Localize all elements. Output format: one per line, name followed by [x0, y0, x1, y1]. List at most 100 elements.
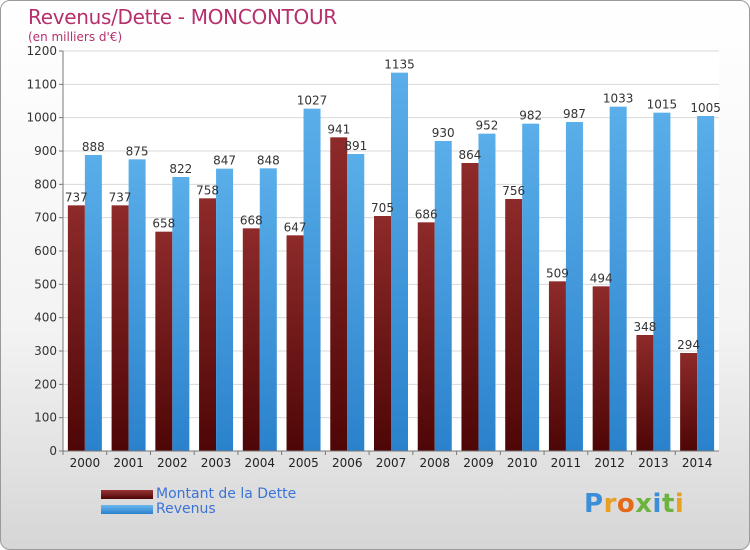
x-tick-label: 2002: [157, 456, 188, 470]
x-tick-label: 2009: [463, 456, 494, 470]
bar-revenus-2005: [303, 108, 321, 452]
y-tick-label: 800: [34, 177, 57, 191]
data-label: 756: [502, 184, 525, 198]
bar-dette-2008: [417, 222, 435, 451]
chart-subtitle: (en milliers d'€): [28, 30, 123, 44]
logo-letter: o: [616, 489, 636, 519]
bar-revenus-2006: [347, 154, 365, 451]
bar-dette-2011: [548, 281, 566, 451]
y-tick-label: 700: [34, 211, 57, 225]
y-tick-label: 400: [34, 311, 57, 325]
data-label: 891: [344, 139, 367, 153]
data-label: 668: [240, 213, 263, 227]
bar-revenus-2014: [697, 116, 715, 451]
x-tick-label: 2012: [594, 456, 625, 470]
bar-revenus-2004: [259, 168, 277, 452]
data-label: 758: [196, 183, 219, 197]
data-label: 1033: [603, 92, 634, 106]
y-tick-label: 1100: [26, 77, 57, 91]
logo-letter: r: [603, 489, 617, 519]
logo-letter: x: [635, 489, 653, 519]
logo-letter: i: [652, 489, 662, 519]
bar-dette-2005: [286, 235, 304, 451]
logo-letter: i: [674, 489, 685, 519]
bar-dette-2002: [155, 231, 173, 451]
y-tick-label: 1200: [26, 44, 57, 58]
data-label: 686: [415, 207, 438, 221]
data-label: 658: [152, 217, 175, 231]
x-tick-label: 2014: [682, 456, 713, 470]
bar-revenus-2001: [128, 159, 146, 452]
chart-title: Revenus/Dette - MONCONTOUR: [28, 5, 337, 29]
data-label: 822: [169, 162, 192, 176]
data-label: 647: [284, 220, 307, 234]
x-tick-label: 2004: [245, 456, 276, 470]
x-tick-label: 2010: [507, 456, 538, 470]
x-tick-label: 2013: [638, 456, 669, 470]
logo-letter: t: [661, 489, 675, 519]
legend-swatch-dette: [101, 490, 153, 499]
x-tick-label: 2008: [419, 456, 450, 470]
y-tick-label: 1000: [26, 111, 57, 125]
bar-dette-2014: [680, 353, 698, 451]
bar-dette-2006: [330, 137, 348, 452]
bar-revenus-2003: [216, 168, 234, 451]
y-tick-label: 500: [34, 277, 57, 291]
data-label: 494: [590, 271, 613, 285]
bar-dette-2000: [67, 205, 85, 451]
data-label: 952: [476, 119, 499, 133]
bar-revenus-2010: [522, 123, 540, 452]
x-tick-label: 2011: [551, 456, 582, 470]
data-label: 848: [257, 153, 280, 167]
x-tick-label: 2005: [288, 456, 319, 470]
data-label: 294: [677, 338, 700, 352]
logo-letter: P: [584, 489, 604, 519]
data-label: 1027: [297, 94, 328, 108]
data-label: 348: [633, 320, 656, 334]
data-label: 1005: [690, 101, 721, 115]
bar-revenus-2007: [391, 72, 408, 452]
proxiti-logo: Proxiti: [584, 489, 684, 519]
x-tick-label: 2007: [376, 456, 407, 470]
y-tick-label: 200: [34, 377, 57, 391]
data-label: 737: [65, 190, 88, 204]
data-label: 982: [519, 109, 542, 123]
data-label: 705: [371, 201, 394, 215]
bar-revenus-2011: [565, 122, 583, 451]
y-tick-label: 0: [49, 444, 57, 458]
bar-dette-2004: [242, 228, 260, 451]
bar-dette-2003: [199, 198, 217, 451]
x-tick-label: 2003: [201, 456, 232, 470]
data-label: 875: [126, 144, 149, 158]
data-label: 1015: [647, 98, 678, 112]
data-label: 737: [109, 190, 132, 204]
data-label: 888: [82, 140, 105, 154]
bar-revenus-2012: [609, 106, 627, 452]
data-label: 930: [432, 126, 455, 140]
bar-dette-2010: [505, 199, 523, 451]
y-tick-label: 100: [34, 411, 57, 425]
bar-dette-2012: [592, 286, 610, 451]
data-label: 941: [327, 122, 350, 136]
bar-revenus-2002: [172, 177, 190, 451]
data-label: 1135: [384, 58, 415, 72]
y-tick-label: 600: [34, 244, 57, 258]
data-label: 847: [213, 154, 236, 168]
bar-dette-2013: [636, 335, 654, 451]
data-label: 987: [563, 107, 586, 121]
x-tick-label: 2000: [70, 456, 101, 470]
y-tick-label: 900: [34, 144, 57, 158]
legend-label-revenus: Revenus: [156, 501, 216, 517]
x-tick-label: 2006: [332, 456, 363, 470]
bar-dette-2001: [111, 205, 129, 451]
bar-revenus-2008: [434, 141, 452, 451]
legend-label-dette: Montant de la Dette: [156, 486, 297, 502]
data-label: 509: [546, 266, 569, 280]
y-tick-label: 300: [34, 344, 57, 358]
bar-revenus-2000: [84, 155, 102, 451]
legend-swatch-revenus: [101, 505, 153, 514]
bar-dette-2009: [461, 163, 479, 451]
bar-revenus-2009: [478, 133, 496, 451]
